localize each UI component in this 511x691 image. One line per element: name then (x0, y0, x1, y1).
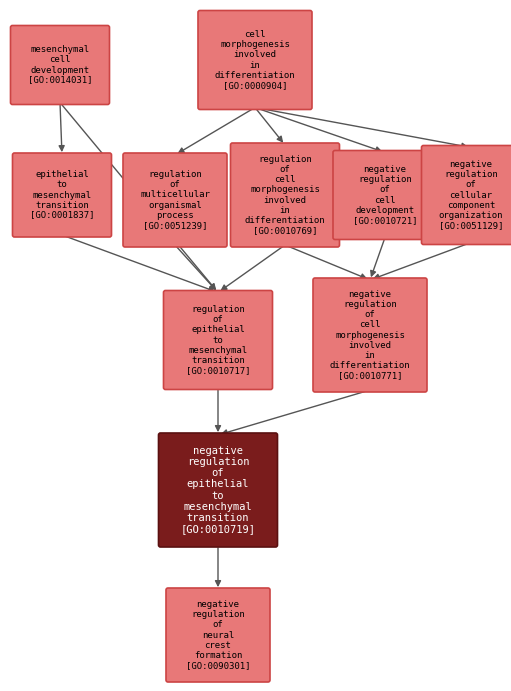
FancyBboxPatch shape (12, 153, 111, 237)
FancyBboxPatch shape (123, 153, 227, 247)
FancyBboxPatch shape (166, 588, 270, 682)
Text: regulation
of
multicellular
organismal
process
[GO:0051239]: regulation of multicellular organismal p… (140, 171, 210, 229)
Text: negative
regulation
of
neural
crest
formation
[GO:0090301]: negative regulation of neural crest form… (186, 600, 250, 670)
FancyBboxPatch shape (313, 278, 427, 392)
FancyBboxPatch shape (230, 143, 339, 247)
FancyBboxPatch shape (333, 151, 437, 240)
FancyBboxPatch shape (198, 10, 312, 109)
Text: mesenchymal
cell
development
[GO:0014031]: mesenchymal cell development [GO:0014031… (28, 46, 92, 84)
FancyBboxPatch shape (164, 290, 272, 390)
Text: negative
regulation
of
cell
development
[GO:0010721]: negative regulation of cell development … (353, 165, 417, 225)
Text: regulation
of
epithelial
to
mesenchymal
transition
[GO:0010717]: regulation of epithelial to mesenchymal … (186, 305, 250, 375)
Text: regulation
of
cell
morphogenesis
involved
in
differentiation
[GO:0010769]: regulation of cell morphogenesis involve… (245, 155, 326, 235)
FancyBboxPatch shape (11, 26, 109, 104)
Text: epithelial
to
mesenchymal
transition
[GO:0001837]: epithelial to mesenchymal transition [GO… (30, 171, 94, 220)
Text: negative
regulation
of
epithelial
to
mesenchymal
transition
[GO:0010719]: negative regulation of epithelial to mes… (180, 446, 256, 534)
Text: negative
regulation
of
cellular
component
organization
[GO:0051129]: negative regulation of cellular componen… (439, 160, 503, 229)
FancyBboxPatch shape (422, 146, 511, 245)
Text: cell
morphogenesis
involved
in
differentiation
[GO:0000904]: cell morphogenesis involved in different… (215, 30, 295, 90)
FancyBboxPatch shape (158, 433, 277, 547)
Text: negative
regulation
of
cell
morphogenesis
involved
in
differentiation
[GO:001077: negative regulation of cell morphogenesi… (330, 290, 410, 379)
